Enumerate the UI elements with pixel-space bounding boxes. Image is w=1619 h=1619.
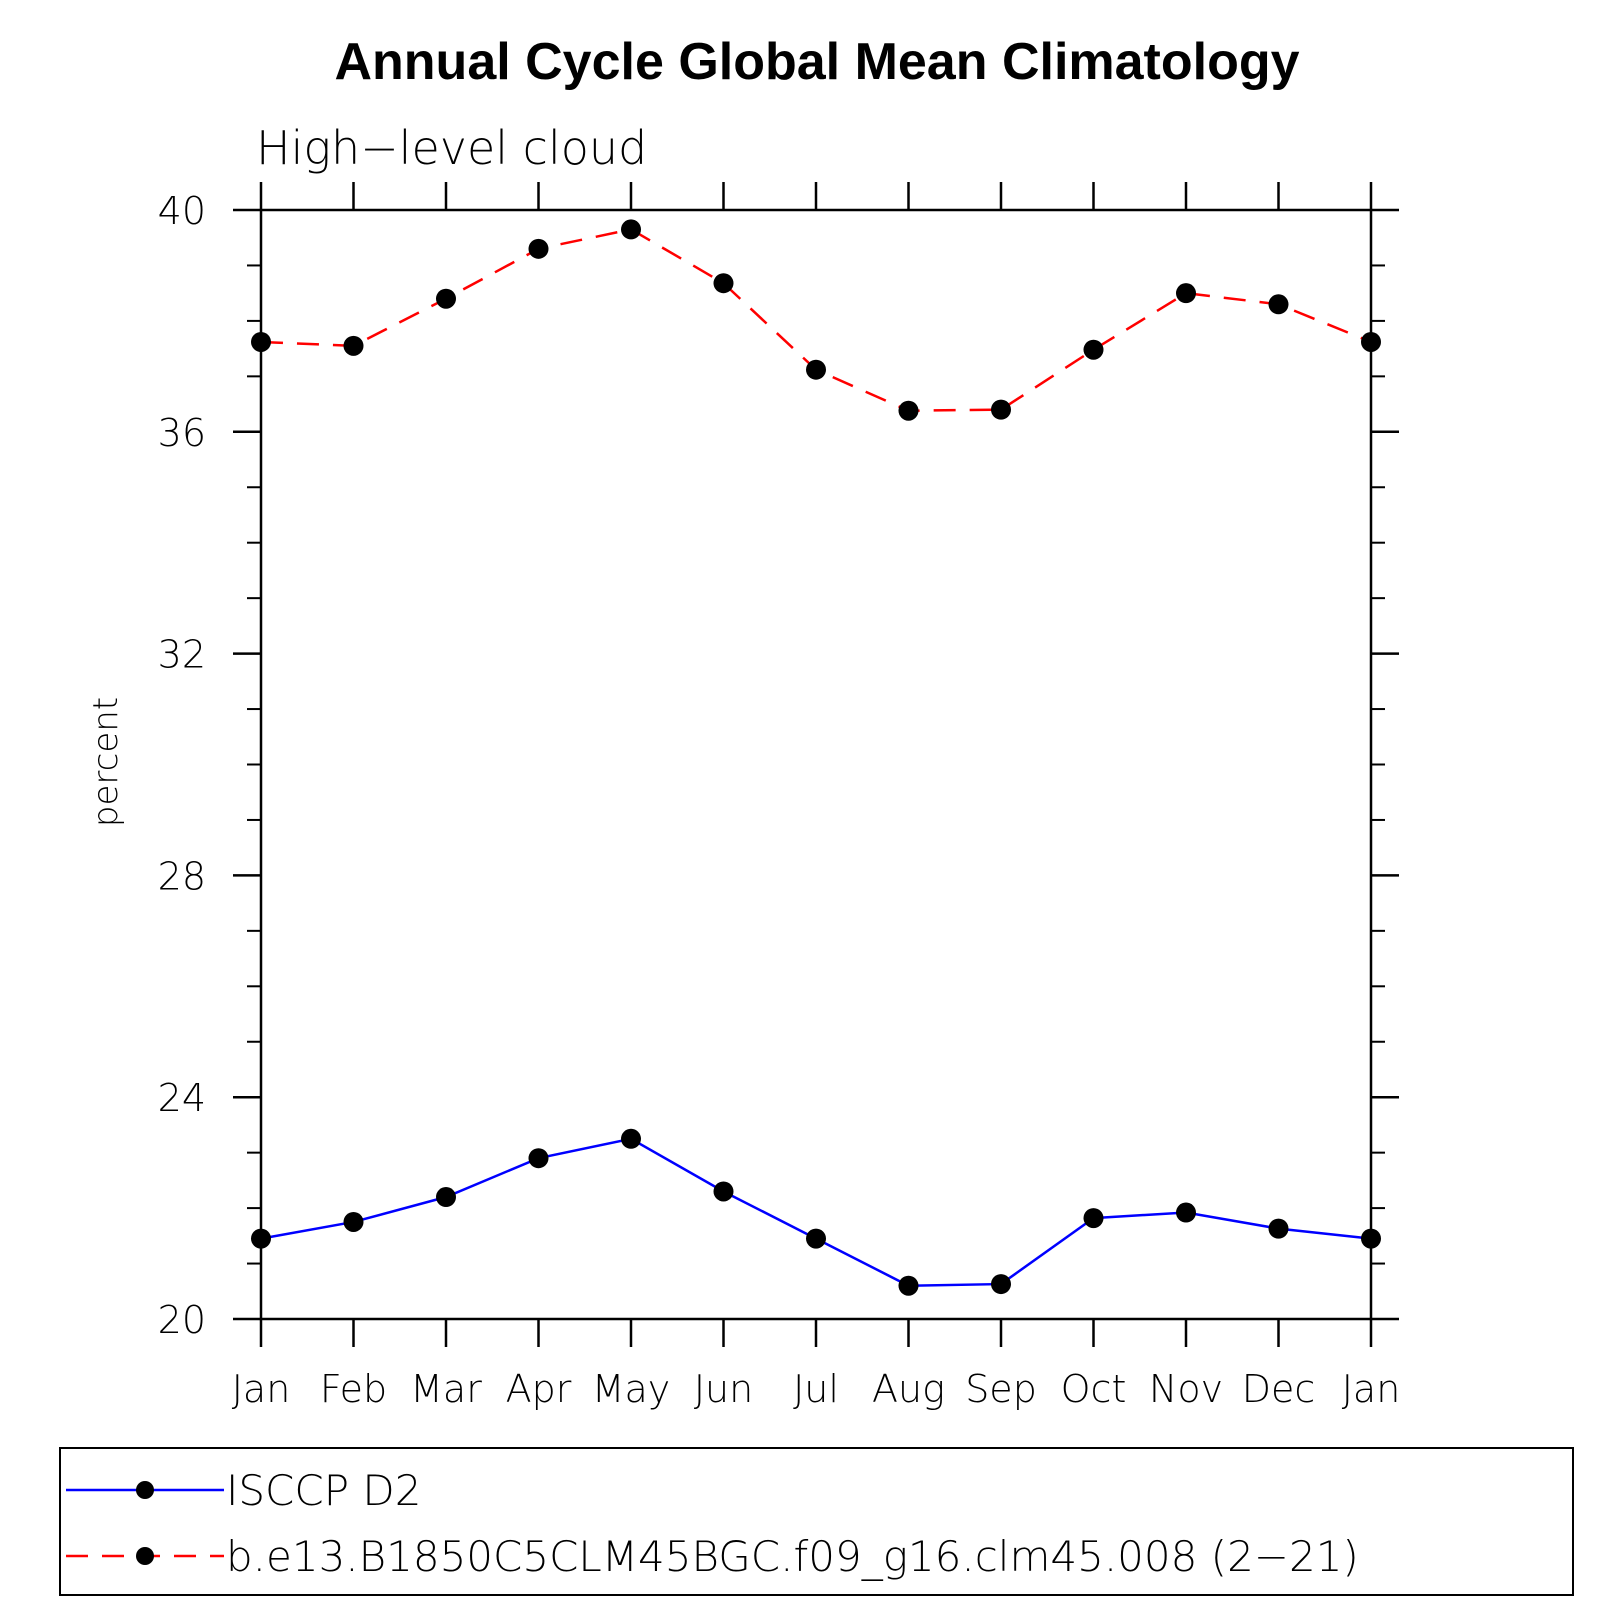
data-point [251,331,271,352]
chart-subtitle: High−level cloud [256,121,647,175]
data-point [1083,339,1104,360]
data-point [436,288,456,309]
data-point [621,1128,641,1149]
data-point [1083,1208,1104,1229]
data-point [528,238,549,259]
legend-entry-0: ISCCP D2 [226,1466,421,1515]
y-tick-label: 32 [158,633,206,677]
data-point [806,1228,826,1249]
data-point [343,335,364,356]
legend-marker-1 [136,1547,154,1565]
data-point [1268,294,1289,315]
chart-title: Annual Cycle Global Mean Climatology [334,33,1299,91]
data-point [1176,283,1196,304]
x-tick-label: Jun [694,1367,753,1411]
data-point [1361,1228,1381,1249]
x-tick-label: Nov [1149,1367,1223,1411]
axis-tick-labels: Jan Feb Mar Apr May Jun Jul Aug Sep Oct Nov Dec Jan 2… [158,189,1401,1411]
x-tick-label: Sep [965,1367,1037,1411]
data-point [898,400,919,421]
x-tick-label: Aug [872,1367,945,1411]
x-tick-label: Mar [410,1367,482,1411]
data-point [251,1228,271,1249]
x-tick-label: Jul [793,1367,839,1411]
y-tick-label: 28 [158,854,206,898]
data-point [713,273,734,294]
data-point [806,359,826,380]
x-tick-label: Jan [1342,1367,1401,1411]
series-layer [251,219,1381,1296]
axis-ticks [233,182,1399,1347]
series-line-0 [260,1137,1372,1287]
data-point [713,1181,734,1202]
data-point [528,1148,549,1169]
data-point [991,399,1011,420]
x-tick-label: Feb [320,1367,387,1411]
x-tick-label: Apr [506,1367,572,1411]
legend-entry-1: b.e13.B1850C5CLM45BGC.f09_g16.clm45.008 … [226,1532,1359,1581]
series-line-1 [260,228,1372,412]
data-point [1361,331,1381,352]
plot-frame [259,208,1373,1321]
x-tick-label: May [592,1367,671,1411]
data-point [621,219,641,240]
legend-marker-0 [136,1481,154,1499]
legend-box [59,1447,1574,1596]
data-point [1176,1202,1196,1223]
data-point [991,1274,1011,1295]
y-tick-label: 40 [158,189,206,233]
x-tick-label: Oct [1061,1367,1127,1411]
y-axis-label: percent [86,697,126,827]
data-point [343,1211,364,1232]
data-point [898,1275,919,1296]
legend: ISCCP D2 b.e13.B1850C5CLM45BGC.f09_g16.c… [59,1447,1574,1596]
x-tick-label: Jan [232,1367,291,1411]
y-tick-label: 20 [158,1298,206,1342]
data-point [436,1187,456,1208]
data-point [1268,1218,1289,1239]
y-tick-label: 24 [158,1076,206,1120]
y-tick-label: 36 [158,411,206,455]
x-tick-label: Dec [1242,1367,1316,1411]
